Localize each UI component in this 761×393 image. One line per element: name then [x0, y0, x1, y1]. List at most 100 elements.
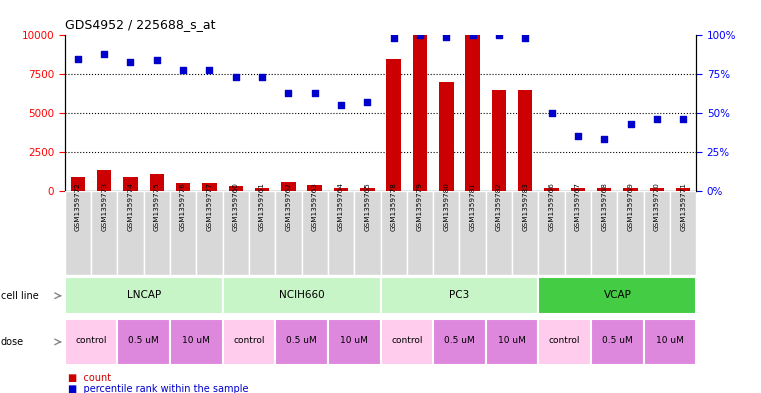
- Bar: [170, 319, 223, 365]
- Text: GSM1359763: GSM1359763: [312, 182, 317, 231]
- Text: control: control: [233, 336, 265, 345]
- Point: [151, 57, 163, 63]
- Bar: [644, 319, 696, 365]
- Bar: [433, 191, 460, 275]
- Point: [493, 32, 505, 39]
- Text: GSM1359771: GSM1359771: [680, 182, 686, 231]
- Text: GSM1359774: GSM1359774: [128, 182, 133, 231]
- Bar: [591, 319, 644, 365]
- Bar: [617, 191, 644, 275]
- Point: [546, 110, 558, 116]
- Text: GSM1359770: GSM1359770: [654, 182, 660, 231]
- Point: [440, 34, 452, 40]
- Bar: [387, 59, 401, 191]
- Bar: [407, 191, 433, 275]
- Point: [677, 116, 689, 122]
- Bar: [466, 35, 480, 191]
- Bar: [492, 90, 506, 191]
- Text: 0.5 uM: 0.5 uM: [444, 336, 475, 345]
- Text: GSM1359773: GSM1359773: [101, 182, 107, 231]
- Bar: [307, 185, 322, 191]
- Text: ■  percentile rank within the sample: ■ percentile rank within the sample: [68, 384, 249, 393]
- Bar: [249, 191, 275, 275]
- Bar: [544, 188, 559, 191]
- Bar: [360, 187, 374, 191]
- Text: 10 uM: 10 uM: [340, 336, 368, 345]
- Point: [335, 102, 347, 108]
- Point: [572, 133, 584, 140]
- Bar: [644, 191, 670, 275]
- Bar: [71, 176, 85, 191]
- Point: [651, 116, 663, 122]
- Bar: [512, 191, 539, 275]
- Bar: [539, 277, 696, 314]
- Text: 0.5 uM: 0.5 uM: [602, 336, 632, 345]
- Point: [361, 99, 374, 105]
- Bar: [281, 182, 295, 191]
- Text: VCAP: VCAP: [603, 290, 632, 300]
- Text: GSM1359782: GSM1359782: [496, 182, 502, 231]
- Text: GSM1359767: GSM1359767: [575, 182, 581, 231]
- Text: 0.5 uM: 0.5 uM: [129, 336, 159, 345]
- Bar: [223, 319, 275, 365]
- Point: [282, 90, 295, 96]
- Bar: [334, 187, 349, 191]
- Bar: [65, 319, 117, 365]
- Point: [203, 66, 215, 73]
- Text: cell line: cell line: [1, 291, 39, 301]
- Bar: [412, 35, 427, 191]
- Point: [256, 74, 268, 81]
- Point: [625, 121, 637, 127]
- Bar: [518, 90, 533, 191]
- Text: GSM1359778: GSM1359778: [390, 182, 396, 231]
- Bar: [91, 191, 117, 275]
- Bar: [150, 174, 164, 191]
- Bar: [354, 191, 380, 275]
- Bar: [439, 82, 454, 191]
- Bar: [597, 188, 611, 191]
- Bar: [144, 191, 170, 275]
- Bar: [539, 191, 565, 275]
- Text: dose: dose: [1, 337, 24, 347]
- Bar: [65, 191, 91, 275]
- Bar: [460, 191, 486, 275]
- Bar: [228, 186, 243, 191]
- Point: [387, 35, 400, 42]
- Text: ■  count: ■ count: [68, 373, 112, 382]
- Text: GSM1359779: GSM1359779: [417, 182, 423, 231]
- Point: [519, 35, 531, 42]
- Bar: [275, 191, 301, 275]
- Text: 10 uM: 10 uM: [656, 336, 684, 345]
- Bar: [223, 277, 380, 314]
- Bar: [301, 191, 328, 275]
- Text: PC3: PC3: [449, 290, 470, 300]
- Point: [230, 74, 242, 81]
- Bar: [670, 191, 696, 275]
- Bar: [571, 188, 585, 191]
- Text: GSM1359760: GSM1359760: [233, 182, 239, 231]
- Point: [72, 55, 84, 62]
- Text: GSM1359776: GSM1359776: [180, 182, 186, 231]
- Text: GSM1359777: GSM1359777: [206, 182, 212, 231]
- Bar: [117, 319, 170, 365]
- Bar: [97, 170, 111, 191]
- Text: control: control: [75, 336, 107, 345]
- Bar: [676, 187, 690, 191]
- Text: GSM1359780: GSM1359780: [444, 182, 449, 231]
- Bar: [328, 319, 380, 365]
- Text: 0.5 uM: 0.5 uM: [286, 336, 317, 345]
- Text: GSM1359765: GSM1359765: [365, 182, 371, 231]
- Text: GSM1359764: GSM1359764: [338, 182, 344, 231]
- Text: 10 uM: 10 uM: [183, 336, 210, 345]
- Bar: [565, 191, 591, 275]
- Bar: [117, 191, 144, 275]
- Bar: [380, 191, 407, 275]
- Bar: [275, 319, 328, 365]
- Bar: [328, 191, 354, 275]
- Bar: [176, 183, 190, 191]
- Point: [124, 59, 136, 65]
- Text: GSM1359775: GSM1359775: [154, 182, 160, 231]
- Bar: [170, 191, 196, 275]
- Point: [414, 32, 426, 39]
- Text: GSM1359761: GSM1359761: [259, 182, 265, 231]
